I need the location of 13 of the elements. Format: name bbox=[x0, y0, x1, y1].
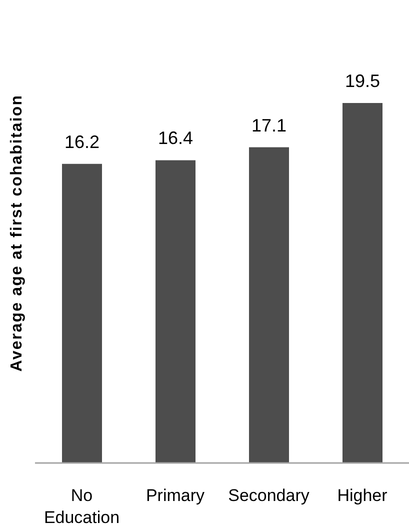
x-tick-label: Primary bbox=[146, 486, 206, 506]
data-label: 16.4 bbox=[158, 128, 194, 148]
x-tick-label: No Education bbox=[44, 486, 120, 526]
x-tick-label: Higher bbox=[337, 486, 388, 506]
y-axis-title: Average age at first cohabitaion bbox=[8, 94, 26, 372]
bar bbox=[342, 103, 382, 463]
bar bbox=[62, 164, 102, 463]
x-tick-label: Secondary bbox=[228, 486, 310, 506]
data-label: 17.1 bbox=[251, 115, 287, 136]
bar bbox=[249, 147, 289, 463]
data-label: 19.5 bbox=[344, 71, 380, 91]
bar bbox=[156, 160, 196, 463]
data-label: 16.2 bbox=[64, 132, 100, 152]
